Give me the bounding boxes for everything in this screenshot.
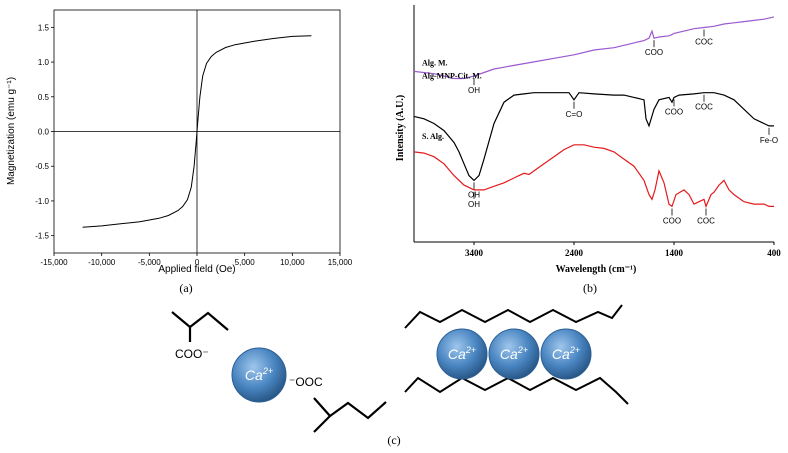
chart-b-xtick-label: 2400 (565, 248, 584, 258)
chart-a-ytick-label: -0.5 (35, 162, 49, 171)
chart-a-ytick-label: 1.5 (38, 23, 50, 32)
chart-b-series-label-1: Alg-MNP-Cit. M. (422, 71, 482, 80)
chart-a-ytick-label: 0.5 (38, 93, 50, 102)
chart-b-xlabel: Wavelength (cm⁻¹) (556, 264, 637, 275)
chart-b-annotation-label: COO (663, 216, 681, 225)
chart-b-series-line-0 (413, 16, 775, 80)
right-chain-branch (329, 401, 387, 420)
chart-a-xtick-label: -5,000 (138, 258, 161, 267)
chart-a-ytick-label: -1.5 (35, 232, 49, 241)
eggbox-bottom-chain (404, 376, 629, 405)
chart-b-annotation-label: COO (645, 48, 663, 57)
chart-a-xtick-label: -10,000 (88, 258, 116, 267)
panel-label-c: (c) (387, 433, 400, 447)
chart-b-series-labels: Alg. M. Alg-MNP-Cit. M. S. Alg. (422, 58, 482, 140)
eggbox-top-chain (404, 304, 623, 329)
chart-a-curve (82, 35, 312, 228)
ion-eggbox-2-label: Ca2+ (500, 345, 528, 362)
chart-b-annotation-label: COC (695, 38, 713, 47)
chart-b: 3400 2400 1400 400 Alg. M. Alg-MNP-Cit. M. S.… (395, 5, 781, 295)
chart-b-annotation-label: COC (695, 103, 713, 112)
chart-b-series (413, 16, 775, 209)
ion-left-label: Ca2+ (245, 366, 273, 383)
panel-c-schematic: COO⁻ Ca2+ ⁻OOC Ca2+ Ca2+ Ca2+ (171, 304, 629, 447)
left-chain-branch (189, 311, 229, 331)
chart-b-annotation-label: OH (468, 86, 480, 95)
panel-label-b: (b) (583, 281, 597, 295)
chart-a-ylabel: Magnetization (emu g⁻¹) (6, 77, 17, 185)
ion-eggbox-1: Ca2+ (436, 328, 488, 380)
chart-b-ylabel: Intensity (A.U.) (395, 95, 406, 161)
chart-b-xtick-label: 400 (767, 248, 781, 258)
chart-a-ytick-label: 0.0 (38, 128, 50, 137)
chart-b-annotation-label: Fe-O (760, 136, 778, 145)
chart-b-annotation-label: COO (665, 107, 683, 116)
chart-b-xtick-label: 1400 (665, 248, 684, 258)
left-chain-top (171, 311, 192, 342)
chart-b-series-line-2 (413, 144, 774, 209)
chart-b-series-line-1 (413, 92, 774, 182)
chart-a-xtick-label: 15,000 (328, 258, 353, 267)
chart-b-xtick-label: 3400 (465, 248, 484, 258)
ion-eggbox-3-label: Ca2+ (552, 345, 580, 362)
chart-b-annotation-label: OH (468, 200, 480, 209)
panel-label-a: (a) (179, 281, 192, 295)
ion-eggbox-3: Ca2+ (540, 328, 592, 380)
chart-a-xlabel: Applied field (Oe) (158, 264, 235, 275)
right-chain-lower (313, 397, 332, 433)
chart-a-xtick-label: -15,000 (40, 258, 68, 267)
chart-a: -15,000 -10,000 -5,000 0 5,000 10,000 15,000 1.… (6, 9, 353, 295)
chart-a-xtick-label: 5,000 (235, 258, 256, 267)
chart-b-annotation-label: C=O (566, 110, 583, 119)
chart-a-ytick-label: -1.0 (35, 197, 49, 206)
chart-a-ticks: -15,000 -10,000 -5,000 0 5,000 10,000 15,000 1.… (35, 23, 353, 267)
chart-a-xtick-label: 10,000 (280, 258, 305, 267)
chart-a-series (82, 35, 312, 228)
chart-b-annotation-label: COC (697, 216, 715, 225)
chart-a-xtick-label: 0 (195, 258, 200, 267)
chart-b-series-label-0: Alg. M. (422, 58, 448, 67)
chart-b-ticks: 3400 2400 1400 400 (465, 242, 781, 258)
ion-left: Ca2+ (231, 347, 287, 403)
ion-eggbox-2: Ca2+ (488, 328, 540, 380)
ion-eggbox-1-label: Ca2+ (448, 345, 476, 362)
left-carboxylate-label: COO⁻ (175, 347, 209, 361)
chart-a-ytick-label: 1.0 (38, 58, 50, 67)
right-carboxylate-label: ⁻OOC (289, 375, 323, 389)
chart-b-series-label-2: S. Alg. (422, 132, 444, 141)
